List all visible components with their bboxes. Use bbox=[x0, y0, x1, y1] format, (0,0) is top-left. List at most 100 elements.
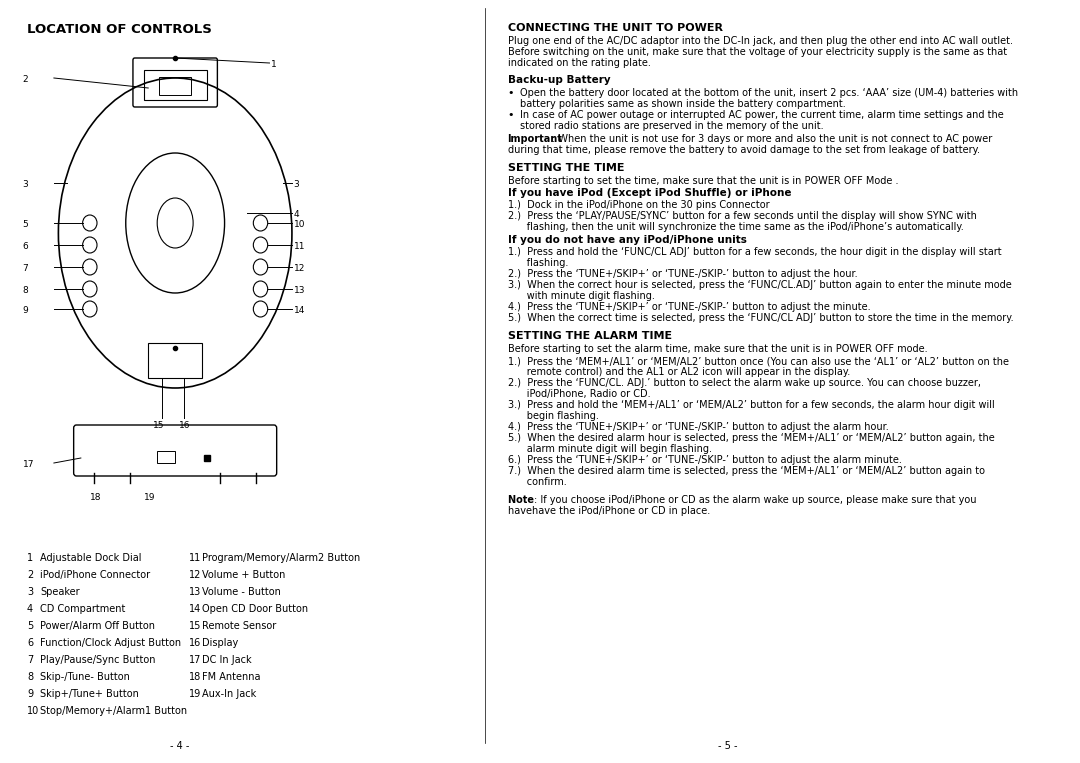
Text: Note: Note bbox=[508, 495, 537, 505]
Text: 9: 9 bbox=[23, 306, 28, 315]
Text: 3: 3 bbox=[294, 180, 299, 189]
Text: 11: 11 bbox=[189, 553, 201, 563]
Text: - 4 -: - 4 - bbox=[170, 741, 189, 751]
Text: Open CD Door Button: Open CD Door Button bbox=[202, 604, 308, 614]
Text: indicated on the rating plate.: indicated on the rating plate. bbox=[508, 58, 650, 68]
Text: : When the unit is not use for 3 days or more and also the unit is not connect t: : When the unit is not use for 3 days or… bbox=[552, 134, 991, 144]
Text: flashing.: flashing. bbox=[508, 258, 568, 268]
Text: iPod/iPhone, Radio or CD.: iPod/iPhone, Radio or CD. bbox=[508, 389, 650, 399]
Text: 4: 4 bbox=[294, 210, 299, 219]
Text: 4.)  Press the ‘TUNE+/SKIP+’ or ‘TUNE-/SKIP-’ button to adjust the alarm hour.: 4.) Press the ‘TUNE+/SKIP+’ or ‘TUNE-/SK… bbox=[508, 422, 888, 432]
Bar bbox=[158, 451, 175, 463]
Text: CD Compartment: CD Compartment bbox=[40, 604, 125, 614]
Text: 6: 6 bbox=[23, 242, 28, 251]
Text: •: • bbox=[508, 88, 514, 98]
Text: Skip+/Tune+ Button: Skip+/Tune+ Button bbox=[40, 689, 139, 699]
Text: 12: 12 bbox=[189, 570, 201, 580]
Text: 4.)  Press the ‘TUNE+/SKIP+’ or ‘TUNE-/SKIP-’ button to adjust the minute.: 4.) Press the ‘TUNE+/SKIP+’ or ‘TUNE-/SK… bbox=[508, 302, 870, 312]
Text: Important: Important bbox=[508, 134, 563, 144]
Text: : If you choose iPod/iPhone or CD as the alarm wake up source, please make sure : : If you choose iPod/iPhone or CD as the… bbox=[535, 495, 977, 505]
Text: If you have iPod (Except iPod Shuffle) or iPhone: If you have iPod (Except iPod Shuffle) o… bbox=[508, 188, 791, 198]
Text: 3: 3 bbox=[27, 587, 33, 597]
Text: Display: Display bbox=[202, 638, 239, 648]
Text: 19: 19 bbox=[144, 493, 156, 502]
Text: Function/Clock Adjust Button: Function/Clock Adjust Button bbox=[40, 638, 181, 648]
Text: stored radio stations are preserved in the memory of the unit.: stored radio stations are preserved in t… bbox=[521, 121, 824, 131]
Text: 2: 2 bbox=[27, 570, 33, 580]
Text: 1: 1 bbox=[271, 60, 278, 69]
Text: 13: 13 bbox=[189, 587, 201, 597]
Text: 17: 17 bbox=[189, 655, 201, 665]
Text: 2.)  Press the ‘FUNC/CL. ADJ.’ button to select the alarm wake up source. You ca: 2.) Press the ‘FUNC/CL. ADJ.’ button to … bbox=[508, 378, 981, 388]
Text: Program/Memory/Alarm2 Button: Program/Memory/Alarm2 Button bbox=[202, 553, 361, 563]
Text: with minute digit flashing.: with minute digit flashing. bbox=[508, 291, 654, 301]
Text: 10: 10 bbox=[27, 706, 39, 716]
Text: 1.)  Dock in the iPod/iPhone on the 30 pins Connector: 1.) Dock in the iPod/iPhone on the 30 pi… bbox=[508, 200, 769, 210]
Text: Skip-/Tune- Button: Skip-/Tune- Button bbox=[40, 672, 131, 682]
Text: havehave the iPod/iPhone or CD in place.: havehave the iPod/iPhone or CD in place. bbox=[508, 506, 710, 516]
Text: 6.)  Press the ‘TUNE+/SKIP+’ or ‘TUNE-/SKIP-’ button to adjust the alarm minute.: 6.) Press the ‘TUNE+/SKIP+’ or ‘TUNE-/SK… bbox=[508, 455, 902, 465]
Text: alarm minute digit will begin flashing.: alarm minute digit will begin flashing. bbox=[508, 444, 712, 454]
Text: remote control) and the AL1 or AL2 icon will appear in the display.: remote control) and the AL1 or AL2 icon … bbox=[508, 367, 850, 377]
Text: SETTING THE TIME: SETTING THE TIME bbox=[508, 163, 624, 173]
Text: Volume + Button: Volume + Button bbox=[202, 570, 285, 580]
Text: 15: 15 bbox=[189, 621, 201, 631]
Text: Remote Sensor: Remote Sensor bbox=[202, 621, 276, 631]
Text: LOCATION OF CONTROLS: LOCATION OF CONTROLS bbox=[27, 23, 212, 36]
Text: FM Antenna: FM Antenna bbox=[202, 672, 260, 682]
Text: during that time, please remove the battery to avoid damage to the set from leak: during that time, please remove the batt… bbox=[508, 145, 980, 155]
Text: If you do not have any iPod/iPhone units: If you do not have any iPod/iPhone units bbox=[508, 235, 746, 245]
Text: Backu-up Battery: Backu-up Battery bbox=[508, 75, 610, 85]
Text: 1.)  Press the ‘MEM+/AL1’ or ‘MEM/AL2’ button once (You can also use the ‘AL1’ o: 1.) Press the ‘MEM+/AL1’ or ‘MEM/AL2’ bu… bbox=[508, 356, 1009, 366]
Text: Speaker: Speaker bbox=[40, 587, 80, 597]
Text: Before starting to set the alarm time, make sure that the unit is in POWER OFF m: Before starting to set the alarm time, m… bbox=[508, 344, 927, 354]
Text: 5: 5 bbox=[23, 220, 28, 229]
Text: iPod/iPhone Connector: iPod/iPhone Connector bbox=[40, 570, 150, 580]
Text: battery polarities same as shown inside the battery compartment.: battery polarities same as shown inside … bbox=[521, 99, 846, 109]
Text: 15: 15 bbox=[152, 421, 164, 430]
Text: 2.)  Press the ‘PLAY/PAUSE/SYNC’ button for a few seconds until the display will: 2.) Press the ‘PLAY/PAUSE/SYNC’ button f… bbox=[508, 211, 976, 221]
Text: 10: 10 bbox=[294, 220, 306, 229]
Text: flashing, then the unit will synchronize the time same as the iPod/iPhone’s auto: flashing, then the unit will synchronize… bbox=[508, 222, 963, 232]
Text: In case of AC power outage or interrupted AC power, the current time, alarm time: In case of AC power outage or interrupte… bbox=[521, 110, 1003, 120]
Text: 5.)  When the correct time is selected, press the ‘FUNC/CL ADJ’ button to store : 5.) When the correct time is selected, p… bbox=[508, 313, 1013, 323]
Text: Power/Alarm Off Button: Power/Alarm Off Button bbox=[40, 621, 156, 631]
Text: 11: 11 bbox=[294, 242, 306, 251]
Text: 17: 17 bbox=[23, 460, 33, 469]
Text: begin flashing.: begin flashing. bbox=[508, 411, 598, 421]
Text: Volume - Button: Volume - Button bbox=[202, 587, 281, 597]
Text: Plug one end of the AC/DC adaptor into the DC-In jack, and then plug the other e: Plug one end of the AC/DC adaptor into t… bbox=[508, 36, 1013, 46]
Text: 2: 2 bbox=[23, 75, 28, 84]
Text: 4: 4 bbox=[27, 604, 33, 614]
Text: Before starting to set the time, make sure that the unit is in POWER OFF Mode .: Before starting to set the time, make su… bbox=[508, 176, 899, 186]
Text: 16: 16 bbox=[189, 638, 201, 648]
Text: Before switching on the unit, make sure that the voltage of your electricity sup: Before switching on the unit, make sure … bbox=[508, 47, 1007, 57]
Text: Adjustable Dock Dial: Adjustable Dock Dial bbox=[40, 553, 141, 563]
Text: 1.)  Press and hold the ‘FUNC/CL ADJ’ button for a few seconds, the hour digit i: 1.) Press and hold the ‘FUNC/CL ADJ’ but… bbox=[508, 247, 1001, 257]
Text: 3: 3 bbox=[23, 180, 28, 189]
Text: 8: 8 bbox=[27, 672, 33, 682]
Text: 16: 16 bbox=[179, 421, 190, 430]
Text: 9: 9 bbox=[27, 689, 33, 699]
Text: confirm.: confirm. bbox=[508, 477, 566, 487]
Bar bbox=[144, 70, 206, 100]
Bar bbox=[159, 77, 191, 95]
Text: 5.)  When the desired alarm hour is selected, press the ‘MEM+/AL1’ or ‘MEM/AL2’ : 5.) When the desired alarm hour is selec… bbox=[508, 433, 995, 443]
Text: Play/Pause/Sync Button: Play/Pause/Sync Button bbox=[40, 655, 156, 665]
Text: 13: 13 bbox=[294, 286, 306, 295]
Text: 19: 19 bbox=[189, 689, 201, 699]
Text: - 5 -: - 5 - bbox=[718, 741, 738, 751]
Text: 18: 18 bbox=[189, 672, 201, 682]
Text: 7: 7 bbox=[27, 655, 33, 665]
Text: 12: 12 bbox=[294, 264, 306, 273]
Text: Stop/Memory+/Alarm1 Button: Stop/Memory+/Alarm1 Button bbox=[40, 706, 188, 716]
Text: 3.)  When the correct hour is selected, press the ‘FUNC/CL.ADJ’ button again to : 3.) When the correct hour is selected, p… bbox=[508, 280, 1011, 290]
Text: 7: 7 bbox=[23, 264, 28, 273]
Text: 2.)  Press the ‘TUNE+/SKIP+’ or ‘TUNE-/SKIP-’ button to adjust the hour.: 2.) Press the ‘TUNE+/SKIP+’ or ‘TUNE-/SK… bbox=[508, 269, 858, 279]
Bar bbox=[148, 343, 202, 378]
Text: 7.)  When the desired alarm time is selected, press the ‘MEM+/AL1’ or ‘MEM/AL2’ : 7.) When the desired alarm time is selec… bbox=[508, 466, 985, 476]
Text: SETTING THE ALARM TIME: SETTING THE ALARM TIME bbox=[508, 331, 672, 341]
Text: CONNECTING THE UNIT TO POWER: CONNECTING THE UNIT TO POWER bbox=[508, 23, 723, 33]
Text: DC In Jack: DC In Jack bbox=[202, 655, 252, 665]
Text: •: • bbox=[508, 110, 514, 120]
